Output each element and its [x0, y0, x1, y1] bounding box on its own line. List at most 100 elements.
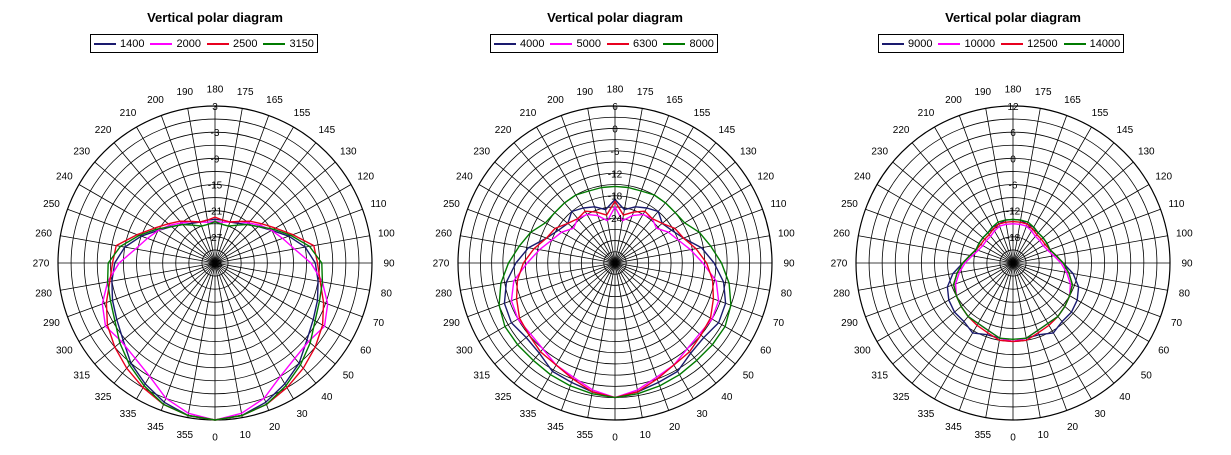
series-line-5000: [510, 206, 720, 399]
angle-tick-label: 270: [831, 259, 848, 270]
angle-tick-label: 325: [893, 392, 910, 403]
angle-tick-label: 220: [495, 125, 512, 136]
grid-spoke: [460, 262, 616, 291]
angle-tick-label: 260: [833, 228, 850, 239]
grid-spoke: [911, 142, 1014, 264]
angle-tick-label: 355: [576, 430, 593, 441]
legend-item: 2000: [150, 37, 201, 50]
radial-tick-label: -18: [608, 192, 623, 203]
radial-tick-label: -18: [1006, 233, 1021, 244]
angle-tick-label: 250: [43, 199, 60, 210]
grid-spoke: [460, 235, 616, 264]
angle-tick-label: 180: [207, 85, 224, 96]
angle-tick-label: 345: [547, 422, 564, 433]
grid-spoke: [985, 108, 1014, 264]
angle-tick-label: 10: [640, 430, 652, 441]
grid-spoke: [934, 126, 1014, 264]
legend-item: 4000: [494, 38, 544, 50]
grid-spoke: [214, 184, 352, 264]
angle-labels: 180 1751651551451301201101009080706050403…: [33, 85, 395, 444]
grid-spoke: [136, 126, 216, 264]
grid-spoke: [513, 262, 616, 384]
angle-tick-label: 335: [918, 409, 935, 420]
angle-tick-label: 315: [73, 370, 90, 381]
radial-tick-label: -6: [611, 147, 620, 158]
series-group: [498, 185, 732, 399]
angle-tick-label: 315: [473, 370, 490, 381]
angle-tick-label: 50: [743, 370, 755, 381]
grid-spoke: [934, 262, 1014, 400]
series-line-6300: [515, 200, 715, 399]
angle-tick-label: 40: [1119, 392, 1131, 403]
radial-labels: 3 -3 -9 -15 -21 -27 -33: [208, 102, 223, 270]
angle-tick-label: 100: [778, 228, 795, 239]
angle-labels: 180 1751651551451301201101009080706050403…: [433, 85, 795, 444]
angle-tick-label: 10: [1038, 430, 1050, 441]
angle-tick-label: 280: [435, 289, 452, 300]
grid-spoke: [214, 262, 370, 291]
angle-tick-label: 10: [240, 430, 252, 441]
angle-tick-label: 230: [73, 147, 90, 158]
grid-spoke: [614, 262, 736, 365]
angle-tick-label: 130: [340, 147, 357, 158]
angle-tick-label: 260: [35, 228, 52, 239]
angle-tick-label: 260: [435, 228, 452, 239]
grid-spoke: [858, 235, 1014, 264]
grid-spoke: [160, 115, 216, 264]
angle-tick-label: 130: [740, 147, 757, 158]
grid-spoke: [1012, 161, 1134, 264]
grid-spoke: [1012, 115, 1068, 264]
angle-tick-label: 155: [294, 108, 311, 119]
legend-label: 3150: [289, 37, 314, 50]
radial-labels: 6 0 -6 -12 -18 -24: [608, 102, 623, 225]
angle-tick-label: 200: [147, 95, 164, 106]
grid-spoke: [1012, 184, 1150, 264]
grid-spoke: [858, 262, 1014, 291]
radial-tick-label: -33: [208, 259, 223, 270]
grid-spoke: [536, 262, 616, 400]
angle-tick-label: 100: [1176, 228, 1193, 239]
grid-spoke: [214, 262, 243, 418]
angle-tick-label: 120: [757, 172, 774, 183]
radial-tick-label: -15: [208, 181, 223, 192]
angle-tick-label: 60: [360, 346, 372, 357]
grid-spoke: [214, 126, 294, 264]
radial-tick-label: -12: [608, 169, 623, 180]
angle-tick-label: 70: [373, 318, 385, 329]
legend-swatch: [663, 42, 686, 45]
grid-spoke: [78, 184, 216, 264]
legend-item: 3150: [263, 37, 314, 50]
radial-tick-label: 3: [212, 102, 218, 113]
chart-title: Vertical polar diagram: [945, 10, 1081, 25]
legend-label: 2000: [176, 37, 201, 50]
grid-spoke: [60, 262, 216, 291]
grid-spoke: [865, 262, 1014, 318]
polar-plot: 180 1751651551451301201101009080706050403…: [831, 85, 1193, 444]
angle-tick-label: 220: [893, 125, 910, 136]
angle-tick-label: 165: [1064, 95, 1081, 106]
grid-spoke: [1012, 262, 1161, 318]
radial-tick-label: 12: [1007, 102, 1019, 113]
angle-tick-label: 70: [773, 318, 785, 329]
grid-spoke: [614, 208, 763, 264]
legend-swatch: [94, 42, 116, 45]
grid-spoke: [1012, 126, 1092, 264]
grid-spoke: [614, 262, 717, 384]
angle-tick-label: 230: [473, 147, 490, 158]
grid-spoke: [94, 161, 216, 264]
angle-tick-label: 290: [43, 318, 60, 329]
angle-tick-label: 190: [176, 87, 193, 98]
angle-tick-label: 200: [547, 95, 564, 106]
polar-grid: [57, 105, 373, 421]
angle-tick-label: 120: [1155, 172, 1172, 183]
legend-item: 8000: [663, 38, 714, 50]
legend-swatch: [550, 42, 573, 45]
legend-swatch: [882, 42, 904, 45]
angle-tick-label: 300: [456, 346, 473, 357]
grid-spoke: [214, 115, 270, 264]
grid-spoke: [1012, 108, 1041, 264]
angle-tick-label: 175: [1035, 87, 1052, 98]
grid-spoke: [614, 235, 770, 264]
grid-spoke: [614, 262, 770, 291]
grid-spoke: [467, 262, 616, 318]
